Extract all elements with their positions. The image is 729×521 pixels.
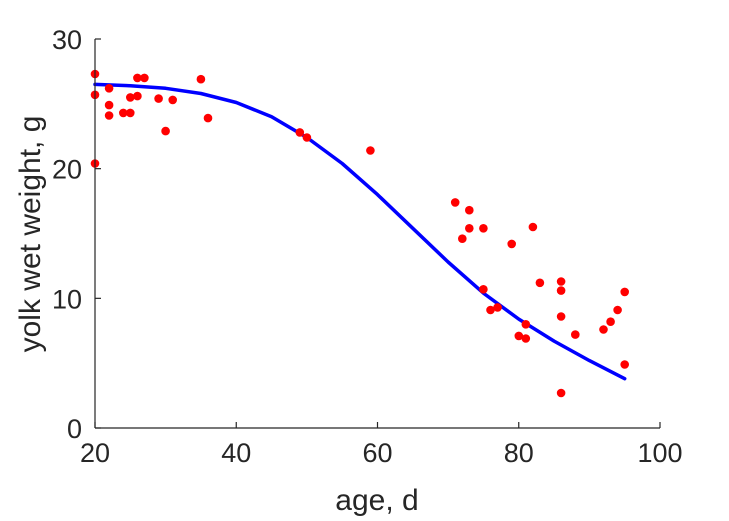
- x-axis-label: age, d: [335, 484, 418, 517]
- y-tick-label: 20: [52, 155, 82, 185]
- data-point: [168, 95, 177, 105]
- data-point: [161, 126, 170, 136]
- data-point: [528, 222, 538, 232]
- ticks: 20 40 60 80 100 0 10 20 30: [52, 25, 683, 468]
- data-point: [514, 331, 524, 341]
- data-point: [126, 93, 135, 102]
- data-point: [599, 325, 608, 334]
- y-tick-label: 0: [67, 414, 82, 444]
- data-point: [154, 94, 163, 103]
- fit-curve: [93, 82, 627, 381]
- data-point: [133, 73, 142, 83]
- data-point: [535, 278, 545, 288]
- data-point: [126, 108, 135, 118]
- data-point: [479, 285, 488, 294]
- data-point: [366, 146, 375, 155]
- x-tick-label: 60: [362, 438, 392, 468]
- data-point: [450, 198, 460, 207]
- data-point: [521, 320, 531, 329]
- data-point: [556, 277, 566, 286]
- data-point: [104, 84, 114, 93]
- data-point: [458, 234, 467, 243]
- axes: [94, 39, 660, 429]
- data-point: [613, 305, 622, 315]
- data-point: [465, 205, 474, 215]
- data-point: [556, 286, 566, 295]
- data-point: [302, 133, 312, 142]
- x-tick-label: 100: [637, 438, 682, 468]
- data-point: [493, 303, 502, 312]
- x-tick-label: 20: [80, 438, 110, 468]
- y-tick-label: 10: [52, 284, 82, 314]
- data-point: [620, 287, 629, 297]
- data-point: [486, 305, 495, 315]
- data-point: [196, 74, 206, 84]
- data-point: [620, 360, 629, 369]
- data-point: [465, 224, 474, 233]
- data-point: [571, 330, 580, 339]
- data-point: [606, 317, 615, 327]
- data-point: [119, 108, 128, 118]
- data-point: [295, 128, 305, 137]
- data-point: [140, 73, 149, 83]
- data-point: [479, 224, 488, 233]
- data-point: [556, 312, 566, 321]
- y-tick-label: 30: [52, 25, 82, 55]
- x-tick-label: 80: [504, 438, 534, 468]
- x-tick-label: 40: [221, 438, 251, 468]
- data-point: [104, 111, 114, 120]
- y-axis-label: yolk wet weight, g: [14, 116, 47, 353]
- data-point: [203, 113, 213, 123]
- data-point: [556, 388, 566, 398]
- data-point: [133, 91, 142, 101]
- data-point: [104, 100, 114, 110]
- data-point: [521, 334, 531, 343]
- plot-area: [90, 69, 629, 398]
- data-point: [507, 239, 516, 249]
